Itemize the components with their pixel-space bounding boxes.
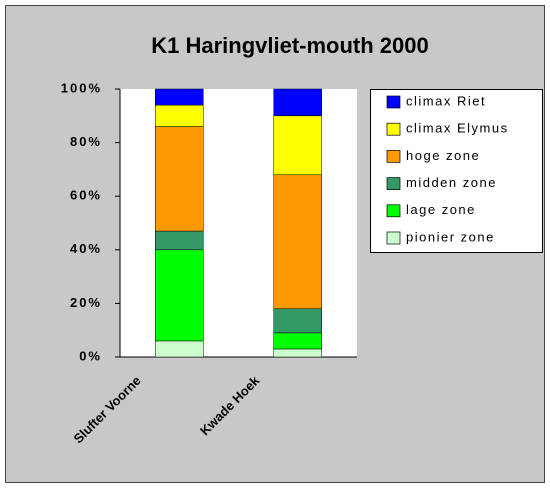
y-tick-label: 20%: [70, 295, 102, 310]
legend-label: pionier zone: [406, 229, 495, 244]
y-tick-label: 100%: [61, 80, 102, 95]
legend-label: lage zone: [406, 202, 476, 217]
legend-swatch: [386, 150, 401, 163]
bar-segment: [273, 88, 322, 117]
chart-title: K1 Haringvliet-mouth 2000: [151, 33, 429, 58]
legend-label: climax Elymus: [406, 121, 509, 136]
bar-segment: [155, 249, 204, 342]
legend-label: hoge zone: [406, 148, 480, 163]
bar-segment: [273, 308, 322, 334]
legend: [370, 89, 543, 253]
bar-segment: [273, 174, 322, 310]
legend-swatch: [386, 95, 401, 109]
legend-label: climax Riet: [406, 93, 486, 108]
bar-segment: [273, 332, 322, 350]
bar-segment: [155, 126, 204, 232]
bar-segment: [273, 348, 322, 358]
y-tick-label: 80%: [70, 134, 102, 149]
legend-swatch: [386, 204, 401, 218]
y-tick-label: 40%: [70, 241, 102, 256]
bar-segment: [155, 340, 204, 358]
bar-segment: [273, 115, 322, 176]
y-tick-label: 0%: [79, 348, 102, 363]
bar-segment: [155, 88, 204, 106]
legend-swatch: [386, 231, 401, 245]
legend-swatch: [386, 122, 401, 136]
legend-label: midden zone: [406, 175, 497, 190]
bar-segment: [155, 230, 204, 251]
bar-segment: [155, 104, 204, 127]
y-tick-label: 60%: [70, 188, 102, 203]
legend-swatch: [386, 177, 401, 190]
